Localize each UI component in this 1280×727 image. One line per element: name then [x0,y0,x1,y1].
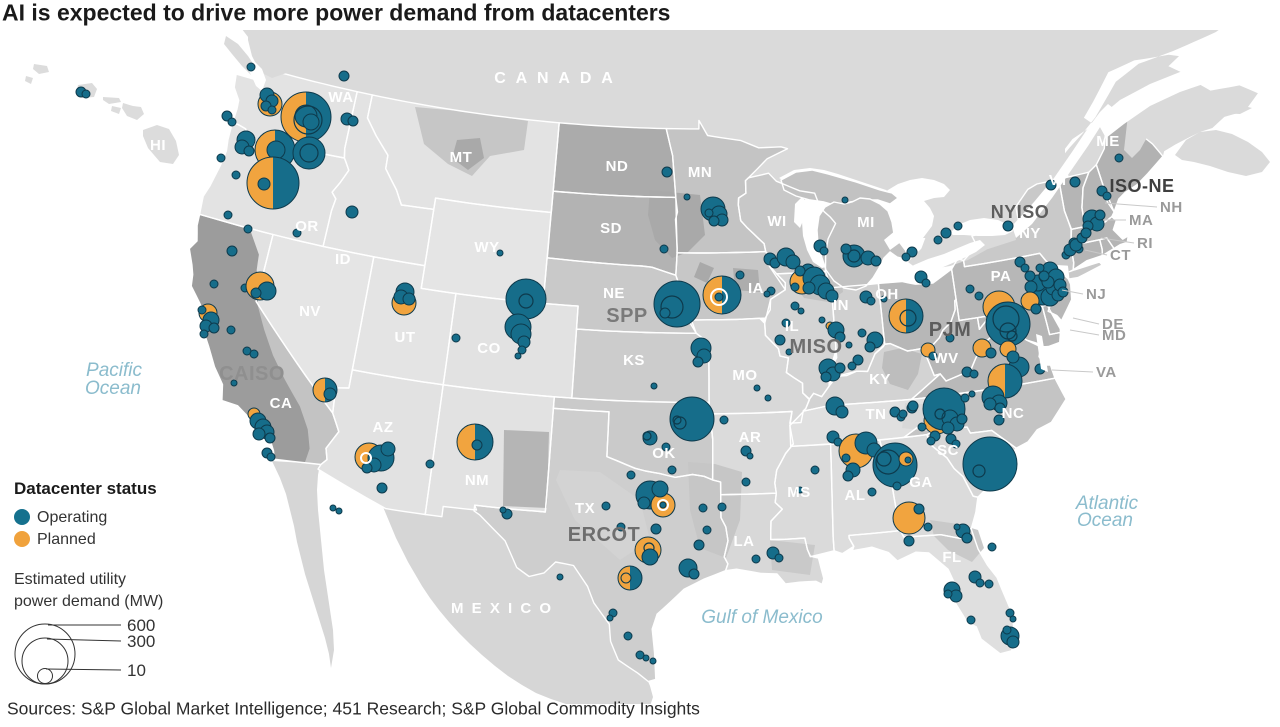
svg-text:NYISO: NYISO [991,202,1050,222]
svg-text:MN: MN [688,164,712,181]
svg-text:ME: ME [1096,133,1120,150]
svg-text:FL: FL [942,549,961,566]
svg-text:MT: MT [450,149,473,166]
svg-text:MI: MI [857,214,875,231]
svg-text:HI: HI [150,137,166,154]
svg-text:DE: DE [1102,316,1124,333]
svg-text:OH: OH [875,286,899,303]
svg-text:Estimated utility: Estimated utility [14,571,126,588]
svg-text:CAISO: CAISO [219,363,285,385]
svg-text:Gulf of Mexico: Gulf of Mexico [701,607,822,628]
svg-text:OR: OR [295,218,319,235]
svg-text:SC: SC [937,442,959,459]
svg-text:NJ: NJ [1086,286,1106,303]
svg-text:ERCOT: ERCOT [568,524,641,546]
svg-text:GA: GA [909,474,933,491]
svg-text:Ocean: Ocean [1077,510,1133,531]
svg-text:AZ: AZ [373,419,394,436]
svg-text:Planned: Planned [37,531,96,548]
svg-text:Pacific: Pacific [86,360,142,381]
svg-text:LA: LA [734,533,755,550]
svg-text:AI is expected to drive more p: AI is expected to drive more power deman… [2,0,670,26]
svg-text:WA: WA [328,89,353,106]
svg-text:NC: NC [1002,405,1025,422]
svg-text:Atlantic: Atlantic [1075,493,1139,514]
svg-text:C A N A D A: C A N A D A [494,70,616,87]
svg-text:VA: VA [1096,364,1117,381]
svg-text:MS: MS [787,484,811,501]
svg-text:MA: MA [1129,212,1153,229]
svg-text:IA: IA [748,280,764,297]
svg-text:UT: UT [395,329,416,346]
svg-text:NE: NE [603,285,625,302]
svg-text:SD: SD [600,220,622,237]
svg-text:NV: NV [299,303,321,320]
svg-text:WY: WY [474,239,499,256]
svg-text:300: 300 [127,632,155,651]
svg-text:ID: ID [335,251,351,268]
svg-text:MISO: MISO [789,336,842,358]
svg-text:ND: ND [606,158,629,175]
svg-text:Ocean: Ocean [85,378,141,399]
svg-text:IN: IN [833,297,849,314]
svg-text:M E X I C O: M E X I C O [451,600,553,617]
svg-text:MD: MD [1102,327,1126,344]
svg-text:PJM: PJM [929,319,972,341]
svg-text:VT: VT [1049,172,1069,189]
svg-text:WI: WI [767,213,786,230]
svg-text:CT: CT [1110,247,1131,264]
svg-text:RI: RI [1137,235,1153,252]
svg-text:Datacenter status: Datacenter status [14,479,157,498]
svg-text:power demand (MW): power demand (MW) [14,593,163,610]
svg-text:CO: CO [477,340,501,357]
svg-text:NM: NM [465,472,489,489]
svg-text:KS: KS [623,352,645,369]
svg-text:Sources: S&P Global Market Int: Sources: S&P Global Market Intelligence;… [7,699,700,719]
svg-text:ISO-NE: ISO-NE [1109,176,1174,196]
svg-text:Operating: Operating [37,509,107,526]
svg-text:IL: IL [785,318,799,335]
svg-text:10: 10 [127,661,146,680]
svg-text:AL: AL [845,487,866,504]
svg-text:NY: NY [1019,225,1041,242]
svg-text:SPP: SPP [606,305,648,327]
svg-text:TN: TN [866,406,887,423]
svg-text:AR: AR [739,429,762,446]
svg-text:OK: OK [652,445,676,462]
svg-text:NH: NH [1160,199,1183,216]
svg-text:WV: WV [933,350,958,367]
svg-text:TX: TX [575,500,595,517]
svg-text:MO: MO [732,367,757,384]
svg-text:PA: PA [991,268,1012,285]
svg-text:CA: CA [270,395,293,412]
svg-text:KY: KY [869,371,891,388]
svg-text:600: 600 [127,616,155,635]
